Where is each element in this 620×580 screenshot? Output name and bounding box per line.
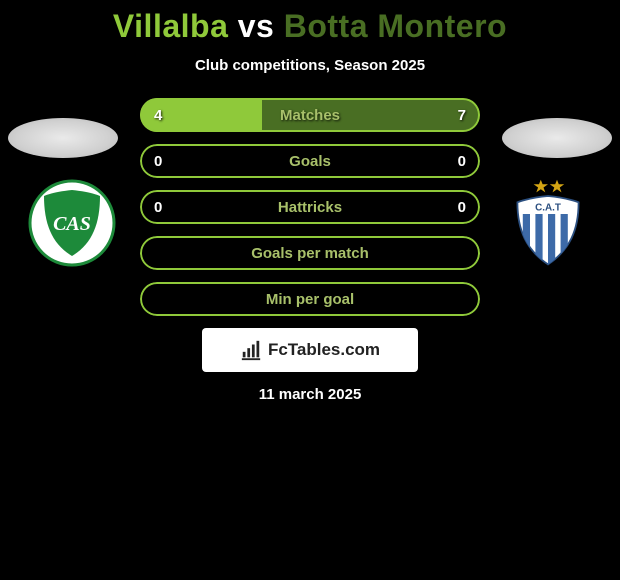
title-vs: vs bbox=[238, 8, 275, 44]
title-right-name: Botta Montero bbox=[284, 8, 507, 44]
stat-label: Hattricks bbox=[140, 199, 480, 216]
subtitle: Club competitions, Season 2025 bbox=[0, 57, 620, 74]
stat-label: Goals per match bbox=[140, 245, 480, 262]
stat-label: Min per goal bbox=[140, 291, 480, 308]
player-left-silhouette bbox=[8, 118, 118, 158]
stat-label: Matches bbox=[140, 107, 480, 124]
bar-chart-icon bbox=[240, 339, 262, 361]
page-title: Villalba vs Botta Montero bbox=[0, 0, 620, 45]
club-left-badge: CAS bbox=[22, 178, 122, 268]
date-text: 11 march 2025 bbox=[0, 386, 620, 403]
stat-row: Goals per match bbox=[140, 236, 480, 270]
site-badge: FcTables.com bbox=[202, 328, 418, 372]
stat-row: 0 Hattricks 0 bbox=[140, 190, 480, 224]
svg-text:C.A.T: C.A.T bbox=[535, 202, 561, 213]
player-right-silhouette bbox=[502, 118, 612, 158]
stat-row: 0 Goals 0 bbox=[140, 144, 480, 178]
svg-text:CAS: CAS bbox=[53, 213, 91, 235]
stat-bars: 4 Matches 7 0 Goals 0 0 Hattricks 0 Goal… bbox=[140, 98, 480, 316]
title-left-name: Villalba bbox=[113, 8, 228, 44]
stat-row: 4 Matches 7 bbox=[140, 98, 480, 132]
stat-label: Goals bbox=[140, 153, 480, 170]
stat-row: Min per goal bbox=[140, 282, 480, 316]
stat-right-value: 7 bbox=[458, 107, 466, 124]
stat-right-value: 0 bbox=[458, 153, 466, 170]
stat-right-value: 0 bbox=[458, 199, 466, 216]
club-right-badge: C.A.T bbox=[498, 178, 598, 268]
site-name: FcTables.com bbox=[268, 340, 380, 360]
